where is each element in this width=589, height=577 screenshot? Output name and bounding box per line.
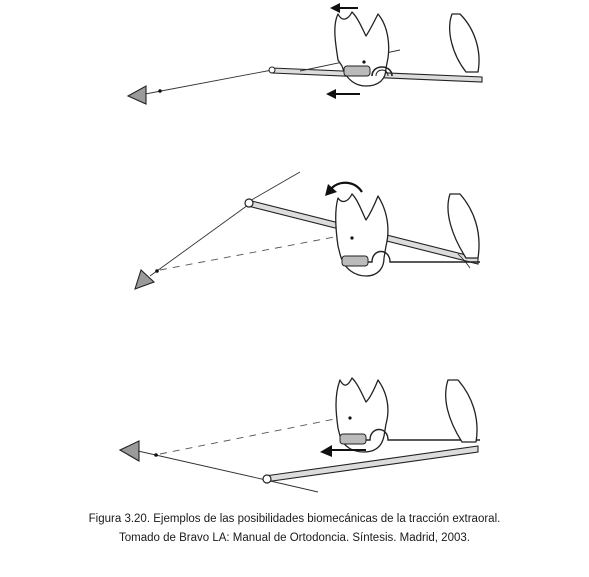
arrow-left-icon xyxy=(320,445,332,457)
figure-caption: Figura 3.20. Ejemplos de las posibilidad… xyxy=(0,510,589,548)
bow-joint xyxy=(262,474,272,484)
traction-line xyxy=(149,204,249,277)
bow-joint xyxy=(244,198,254,208)
arrow-left-icon xyxy=(326,89,336,99)
upper-line xyxy=(247,171,301,203)
rotation-arrow-icon xyxy=(325,184,337,196)
caption-line-2: Tomado de Bravo LA: Manual de Ortodoncia… xyxy=(119,532,470,544)
figure-drawing xyxy=(118,3,483,493)
molar-band xyxy=(341,255,369,267)
biomechanics-figure xyxy=(118,3,483,493)
panel-top xyxy=(126,3,483,105)
panel-bottom xyxy=(118,377,480,493)
inner-bow xyxy=(368,250,480,263)
dashed-reference-line xyxy=(159,417,341,455)
force-point xyxy=(155,269,159,273)
arrow-left-icon xyxy=(330,3,340,13)
lower-line xyxy=(265,479,319,493)
molar-band xyxy=(339,433,367,445)
panel-middle xyxy=(134,171,480,290)
force-point xyxy=(158,89,162,93)
incisor-root-line xyxy=(457,253,471,269)
center-of-resistance xyxy=(350,236,354,240)
loop-inner xyxy=(375,69,389,77)
caption-line-1: Figura 3.20. Ejemplos de las posibilidad… xyxy=(88,513,501,525)
traction-line xyxy=(137,450,267,481)
inner-bow xyxy=(366,428,480,441)
traction-arrowhead-icon xyxy=(118,440,140,462)
incisor-bottom xyxy=(445,379,478,443)
traction-line xyxy=(139,69,273,96)
dashed-reference-line xyxy=(159,234,346,271)
loop xyxy=(371,66,393,77)
traction-arrowhead-icon xyxy=(134,269,156,290)
molar-band xyxy=(343,65,371,77)
force-point xyxy=(154,453,158,457)
incisor-top xyxy=(449,13,480,73)
center-of-resistance xyxy=(362,60,366,64)
traction-arrowhead-icon xyxy=(126,85,147,105)
incisor-middle xyxy=(447,193,480,259)
bow-joint xyxy=(268,66,276,74)
center-of-resistance xyxy=(348,416,352,420)
